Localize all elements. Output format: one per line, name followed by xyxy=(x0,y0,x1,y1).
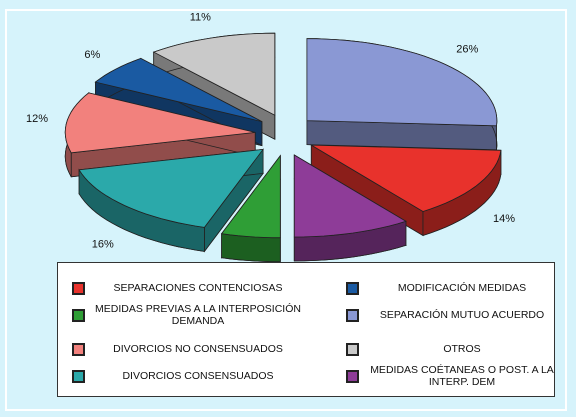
legend-item: SEPARACIONES CONTENCIOSAS xyxy=(72,276,303,300)
legend-label: DIVORCIOS CONSENSUADOS xyxy=(122,370,274,382)
pie-slice xyxy=(293,154,407,262)
slice-top xyxy=(293,154,407,238)
pie-slice xyxy=(78,148,264,253)
pie-slice xyxy=(64,92,256,178)
legend: SEPARACIÓN MUTUO ACUERDO SEPARACIONES CON… xyxy=(57,262,555,397)
slice-top xyxy=(220,154,281,239)
pie-slice xyxy=(220,154,281,263)
legend-item: OTROS xyxy=(346,337,557,361)
legend-label: MEDIDAS PREVIAS A LA INTERPOSICIÓN DEMAN… xyxy=(95,303,301,327)
slice-top xyxy=(306,38,498,127)
legend-swatch xyxy=(346,369,359,383)
legend-item: SEPARACIÓN MUTUO ACUERDO xyxy=(346,303,557,327)
legend-item: MODIFICACIÓN MEDIDAS xyxy=(346,276,557,300)
legend-item: DIVORCIOS NO CONSENSUADOS xyxy=(72,337,303,361)
legend-item: MEDIDAS COÉTANEAS O POST. A LA INTERP. D… xyxy=(346,364,557,388)
legend-label: SEPARACIONES CONTENCIOSAS xyxy=(113,282,283,294)
legend-label: MEDIDAS COÉTANEAS O POST. A LA INTERP. D… xyxy=(370,364,554,388)
legend-swatch xyxy=(346,342,359,356)
slice-top xyxy=(94,57,263,122)
legend-swatch xyxy=(346,281,359,295)
legend-label: DIVORCIOS NO CONSENSUADOS xyxy=(113,343,283,355)
legend-label: MODIFICACIÓN MEDIDAS xyxy=(397,282,527,294)
value-label: 6% xyxy=(84,49,100,61)
slice-top xyxy=(309,144,502,212)
value-label: 11% xyxy=(190,11,211,23)
legend-item: DIVORCIOS CONSENSUADOS xyxy=(72,364,303,388)
legend-swatch xyxy=(72,308,85,322)
legend-swatch xyxy=(346,308,359,322)
value-label: 16% xyxy=(92,238,114,250)
legend-swatch xyxy=(72,342,85,356)
legend-label: SEPARACIÓN MUTUO ACUERDO xyxy=(379,309,545,321)
legend-swatch xyxy=(72,369,85,383)
slice-top xyxy=(64,92,256,154)
pie-slice xyxy=(309,144,502,237)
value-label: 26% xyxy=(456,43,478,55)
pie-slice xyxy=(306,38,498,151)
slice-top xyxy=(78,148,264,228)
value-label: 12% xyxy=(26,113,48,125)
legend-item: MEDIDAS PREVIAS A LA INTERPOSICIÓN DEMAN… xyxy=(72,303,303,327)
legend-label: OTROS xyxy=(443,343,481,355)
slice-top xyxy=(152,32,276,116)
value-label: 14% xyxy=(493,213,515,225)
legend-swatch xyxy=(72,281,85,295)
